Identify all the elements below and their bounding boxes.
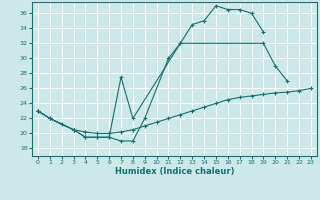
X-axis label: Humidex (Indice chaleur): Humidex (Indice chaleur) (115, 167, 234, 176)
